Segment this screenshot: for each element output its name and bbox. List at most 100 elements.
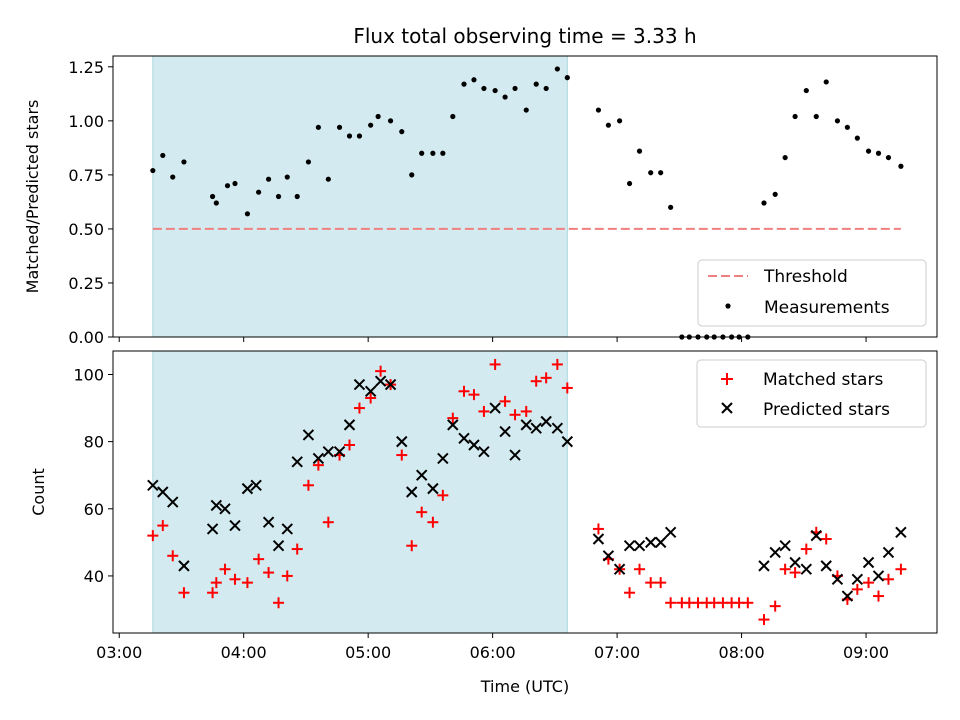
measurement-point <box>450 113 456 120</box>
matched-star-marker <box>520 405 532 417</box>
predicted-star-marker <box>291 456 303 468</box>
matched-star-marker <box>207 587 219 599</box>
matched-star-marker <box>499 395 511 407</box>
legend-matched-label: Matched stars <box>763 370 883 390</box>
measurement-point <box>595 107 602 113</box>
measurement-point <box>213 200 219 206</box>
measurement-point <box>399 129 405 135</box>
predicted-star-marker <box>800 563 813 575</box>
predicted-star-marker <box>219 503 231 515</box>
predicted-star-marker <box>551 422 564 434</box>
time-x-tick-label: 05:00 <box>345 643 391 662</box>
measurement-point <box>823 79 829 85</box>
chart-title: Flux total observing time = 3.33 h <box>353 24 696 48</box>
matched-star-marker <box>489 358 501 370</box>
predicted-star-marker <box>468 439 480 451</box>
predicted-star-marker <box>396 435 408 448</box>
measurement-point <box>409 172 415 178</box>
measurement-point <box>284 174 290 180</box>
measurement-point <box>160 152 166 159</box>
matched-star-marker <box>561 382 573 394</box>
matched-star-marker <box>624 587 636 599</box>
predicted-star-marker <box>364 385 377 397</box>
predicted-star-marker <box>250 479 262 491</box>
measurement-point <box>875 150 882 156</box>
predicted-star-marker <box>262 516 275 528</box>
predicted-star-marker <box>458 432 470 444</box>
measurement-point <box>865 148 872 154</box>
matched-star-marker <box>291 543 303 555</box>
predicted-star-marker <box>561 435 574 448</box>
measurement-point <box>244 211 251 217</box>
predicted-star-marker <box>147 479 159 491</box>
matched-star-marker <box>427 516 439 528</box>
measurement-point <box>275 193 282 200</box>
measurement-point <box>481 85 487 92</box>
predicted-star-marker <box>633 540 646 552</box>
predicted-star-marker <box>872 570 885 582</box>
measurement-point <box>502 94 508 100</box>
matched-star-marker <box>882 573 894 585</box>
measurement-point <box>761 200 767 206</box>
measurement-point <box>834 118 841 124</box>
measurement-point <box>315 124 321 130</box>
predicted-star-marker <box>302 429 315 441</box>
measurement-point <box>256 189 262 195</box>
measurement-point <box>543 85 549 92</box>
predicted-star-marker <box>333 446 346 458</box>
predicted-star-marker <box>178 560 190 572</box>
ratio-y-tick-label: 0.00 <box>68 328 104 347</box>
measurement-point <box>346 133 353 139</box>
matched-star-marker <box>509 409 521 421</box>
predicted-star-marker <box>758 560 770 572</box>
matched-star-marker <box>895 563 907 575</box>
matched-star-marker <box>655 577 667 589</box>
predicted-star-marker <box>241 482 254 495</box>
predicted-star-marker <box>343 419 356 431</box>
ratio-y-tick-label: 0.75 <box>68 166 104 185</box>
ratio-y-tick-label: 1.25 <box>68 58 104 77</box>
predicted-star-marker <box>312 452 325 465</box>
predicted-star-marker <box>882 546 895 559</box>
matched-star-marker <box>758 614 770 626</box>
ratio-y-axis-label: Matched/Predicted stars <box>23 100 42 294</box>
matched-star-marker <box>396 449 408 461</box>
matched-star-marker <box>229 573 241 585</box>
matched-star-marker <box>769 600 781 612</box>
matched-star-marker <box>872 590 884 602</box>
matched-star-marker <box>645 577 657 589</box>
measurement-point <box>305 159 312 165</box>
measurement-point <box>181 159 187 165</box>
matched-star-marker <box>210 577 222 589</box>
predicted-star-marker <box>384 378 397 391</box>
matched-star-marker <box>157 520 169 532</box>
predicted-star-marker <box>489 402 501 414</box>
count-y-tick-label: 40 <box>84 567 104 586</box>
predicted-star-marker <box>229 519 241 532</box>
measurement-point <box>356 133 363 139</box>
measurement-point <box>265 176 272 182</box>
matched-star-marker <box>219 563 231 575</box>
matched-star-marker <box>365 392 377 404</box>
predicted-star-marker <box>779 540 791 552</box>
predicted-star-marker <box>820 560 832 572</box>
measurement-point <box>844 124 850 130</box>
predicted-star-marker <box>520 419 532 431</box>
measurement-point <box>898 163 904 169</box>
measurement-point <box>523 107 529 113</box>
predicted-star-marker <box>654 536 667 549</box>
measurement-point <box>605 122 611 128</box>
measurement-point <box>224 183 231 189</box>
time-x-tick-label: 07:00 <box>594 643 640 662</box>
measurement-point <box>636 148 643 154</box>
measurement-point <box>294 193 300 200</box>
measurement-point <box>232 180 238 187</box>
matched-star-marker <box>530 375 542 387</box>
predicted-star-marker <box>478 446 490 458</box>
predicted-star-marker <box>602 550 615 562</box>
legend-predicted-swatch <box>721 402 733 414</box>
count-panel: 40 60 80 100 03:00 04:00 05:00 06:00 07:00 08:00 0… <box>29 350 938 696</box>
matched-star-marker <box>437 489 449 501</box>
predicted-star-marker <box>353 378 366 391</box>
matched-star-marker <box>863 577 875 589</box>
